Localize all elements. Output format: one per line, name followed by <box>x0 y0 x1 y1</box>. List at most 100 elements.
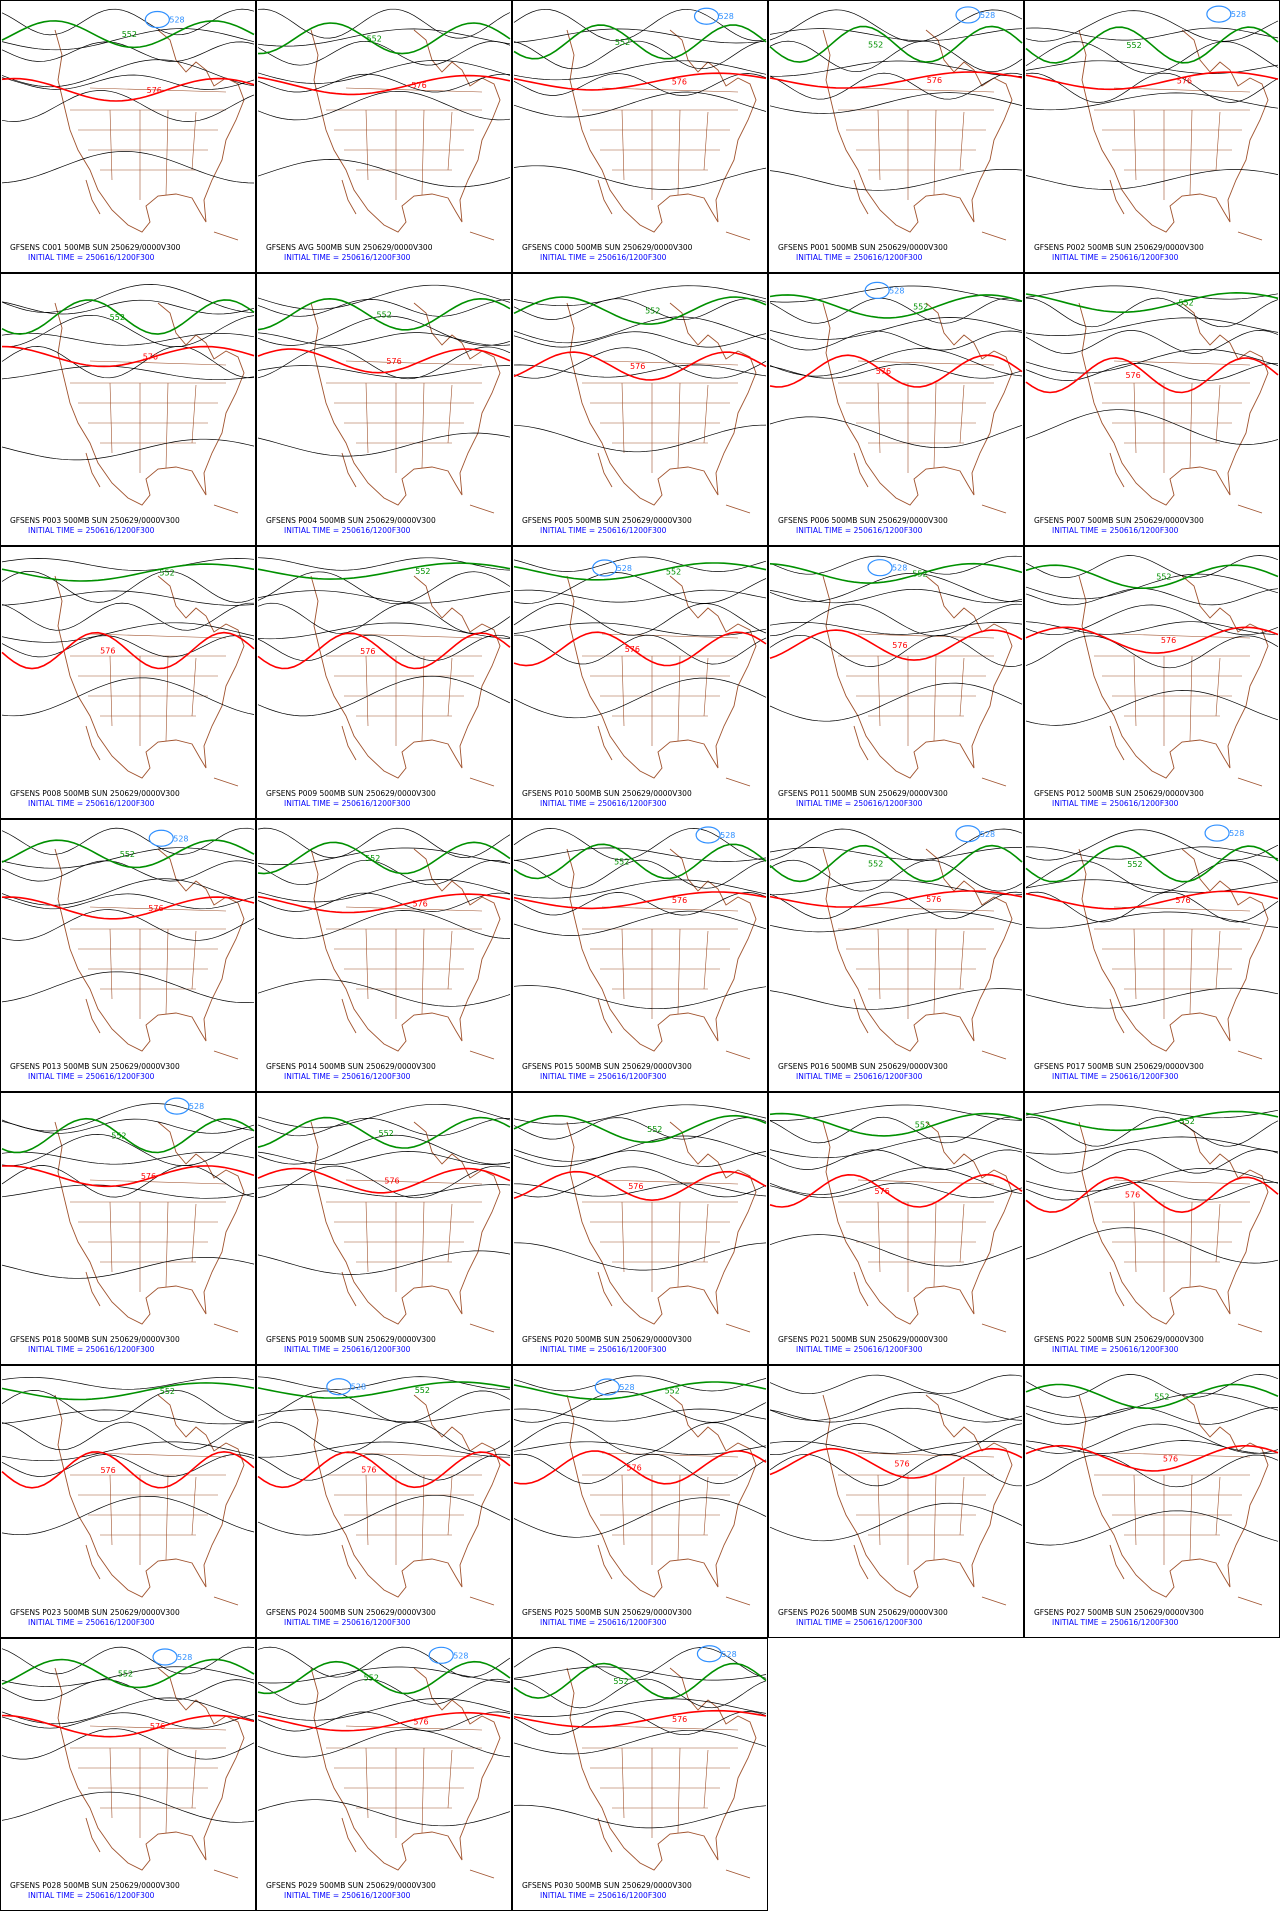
state-lines <box>326 360 483 473</box>
low-contour <box>152 1648 178 1666</box>
height-contour <box>1025 10 1279 42</box>
map-panel: 576 552 GFSENS P007 500MB SUN 250629/0000V… <box>1024 273 1280 546</box>
panel-init-time: INITIAL TIME = 250616/1200F300 <box>540 1891 667 1900</box>
key-contour <box>513 1114 767 1144</box>
height-contour <box>513 1135 767 1162</box>
contour-label: 576 <box>1161 636 1176 645</box>
key-contour <box>1 563 255 582</box>
contour-label: 528 <box>169 16 184 25</box>
height-contour <box>1 909 255 941</box>
key-contour <box>769 844 1023 883</box>
contour-label: 576 <box>413 1718 428 1727</box>
coastline <box>54 575 245 787</box>
contour-label: 552 <box>122 30 137 39</box>
height-contour <box>769 1440 1023 1454</box>
height-contour <box>1 1728 255 1760</box>
panel-border <box>768 1365 1024 1638</box>
contour-label: 552 <box>110 313 125 322</box>
contour-label: 552 <box>364 1674 379 1683</box>
height-contour <box>257 1134 511 1165</box>
panel-init-time: INITIAL TIME = 250616/1200F300 <box>284 1618 411 1627</box>
height-contour <box>257 59 511 84</box>
map-panel: 576 552 GFSENS P003 500MB SUN 250629/0000V… <box>0 273 256 546</box>
contour-label: 576 <box>626 1463 641 1472</box>
height-contour <box>513 589 767 603</box>
map-panel: 576 552 GFSENS P008 500MB SUN 250629/0000V… <box>0 546 256 819</box>
coastline <box>1078 848 1269 1060</box>
contour-label: 576 <box>360 647 375 656</box>
height-contour <box>1 74 255 90</box>
panel-init-time: INITIAL TIME = 250616/1200F300 <box>796 526 923 535</box>
panel-border <box>768 546 1024 819</box>
contour-label: 576 <box>1175 896 1190 905</box>
panel-init-time: INITIAL TIME = 250616/1200F300 <box>540 799 667 808</box>
map-panel: 576 552 528 GFSENS P016 500MB SUN 250629/00… <box>768 819 1024 1092</box>
height-contour <box>1 438 255 461</box>
contour-label: 552 <box>1154 1392 1169 1401</box>
key-contour <box>257 1660 511 1695</box>
height-contour <box>513 859 767 889</box>
low-contour <box>1204 824 1230 842</box>
panel-border <box>0 1365 256 1638</box>
key-contour <box>257 22 511 55</box>
state-lines <box>1094 1452 1251 1565</box>
key-contour <box>513 1381 767 1401</box>
low-contour <box>955 6 981 24</box>
map-panel: 576 552 528 GFSENS P024 500MB SUN 250629/00… <box>256 1365 512 1638</box>
coastline <box>822 575 1013 787</box>
low-contour <box>326 1378 352 1396</box>
key-contour <box>513 891 767 910</box>
key-contour <box>257 1167 511 1194</box>
height-contour <box>513 1242 767 1271</box>
height-contour <box>1025 92 1279 111</box>
height-contour <box>769 348 1023 377</box>
state-lines <box>70 1179 227 1292</box>
coastline <box>1078 575 1269 787</box>
height-contour <box>769 911 1023 933</box>
height-contour <box>1 1646 255 1675</box>
height-contour <box>1 677 255 717</box>
key-contour <box>1025 626 1279 654</box>
map-panel: 576 552 528 GFSENS P029 500MB SUN 250629/00… <box>256 1638 512 1911</box>
height-contour <box>1025 348 1279 374</box>
height-contour <box>513 1150 767 1167</box>
key-contour <box>1 1382 255 1401</box>
map-panel: 576 552 528 GFSENS P030 500MB SUN 250629/00… <box>512 1638 768 1911</box>
map-panel: 576 552 GFSENS P023 500MB SUN 250629/0000V… <box>0 1365 256 1638</box>
key-contour <box>769 562 1023 584</box>
panel-caption: GFSENS P011 500MB SUN 250629/0000V300 <box>778 789 948 798</box>
panel-init-time: INITIAL TIME = 250616/1200F300 <box>28 526 155 535</box>
panel-border <box>256 273 512 546</box>
height-contour <box>1 1712 255 1729</box>
panel-caption: GFSENS P001 500MB SUN 250629/0000V300 <box>778 243 948 252</box>
contour-label: 528 <box>173 834 188 843</box>
height-contour <box>1 1118 255 1134</box>
contour-label: 576 <box>1163 1454 1178 1463</box>
contour-label: 552 <box>377 310 392 319</box>
height-contour <box>513 1698 767 1717</box>
panel-init-time: INITIAL TIME = 250616/1200F300 <box>284 1891 411 1900</box>
contour-label: 552 <box>1126 41 1141 50</box>
height-contour <box>1 1134 255 1166</box>
height-contour <box>769 28 1023 42</box>
height-contour <box>257 332 511 346</box>
coastline <box>54 1394 245 1606</box>
panel-init-time: INITIAL TIME = 250616/1200F300 <box>796 799 923 808</box>
height-contour <box>1 1409 255 1425</box>
height-contour <box>1 558 255 571</box>
panel-caption: GFSENS P018 500MB SUN 250629/0000V300 <box>10 1335 180 1344</box>
height-contour <box>513 285 767 307</box>
contour-label: 552 <box>665 1387 680 1396</box>
coastline <box>822 302 1013 514</box>
panel-caption: GFSENS P017 500MB SUN 250629/0000V300 <box>1034 1062 1204 1071</box>
height-contour <box>769 92 1023 114</box>
panel-init-time: INITIAL TIME = 250616/1200F300 <box>28 799 155 808</box>
key-contour <box>513 631 767 667</box>
map-panel: 576 552 528 GFSENS P001 500MB SUN 250629/00… <box>768 0 1024 273</box>
key-contour <box>1025 291 1279 314</box>
map-panel: 576 552 GFSENS P027 500MB SUN 250629/0000V… <box>1024 1365 1280 1638</box>
state-lines <box>326 1452 483 1565</box>
panel-caption: GFSENS P012 500MB SUN 250629/0000V300 <box>1034 789 1204 798</box>
panel-init-time: INITIAL TIME = 250616/1200F300 <box>284 1072 411 1081</box>
